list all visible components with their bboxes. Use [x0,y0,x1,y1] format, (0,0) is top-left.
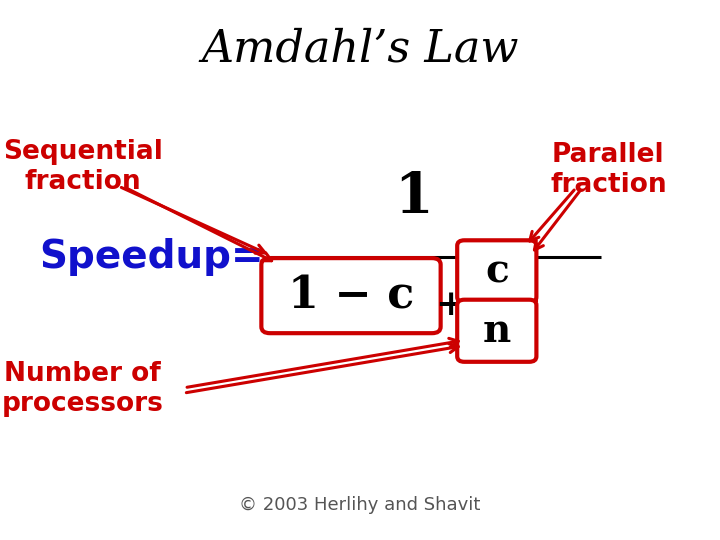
Text: 1: 1 [395,170,433,225]
Text: +: + [435,288,465,322]
Text: c: c [485,252,508,291]
FancyBboxPatch shape [457,300,536,362]
Text: Parallel
fraction: Parallel fraction [550,142,667,198]
Text: Amdahl’s Law: Amdahl’s Law [202,27,518,70]
Text: Number of
processors: Number of processors [2,361,163,417]
FancyBboxPatch shape [457,240,536,302]
Text: 1 − c: 1 − c [288,274,414,317]
Text: Sequential
fraction: Sequential fraction [3,139,163,195]
Text: © 2003 Herlihy and Shavit: © 2003 Herlihy and Shavit [239,496,481,514]
Text: n: n [482,312,511,350]
FancyBboxPatch shape [261,258,441,333]
Text: Speedup=: Speedup= [40,238,264,275]
